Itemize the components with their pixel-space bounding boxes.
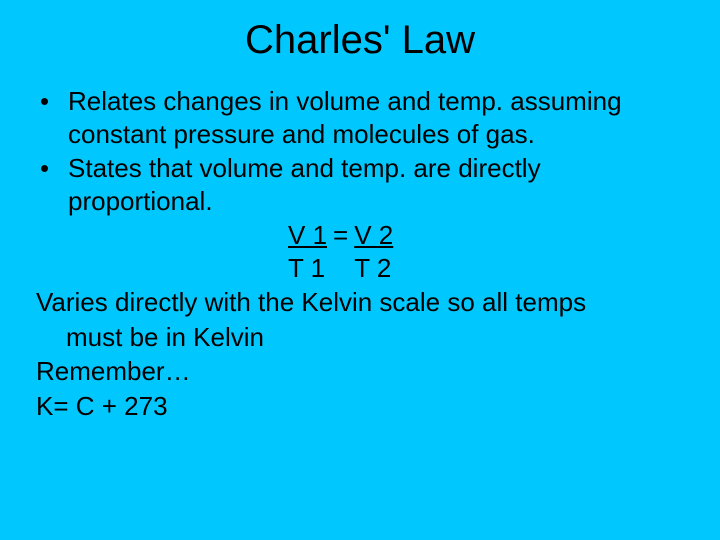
slide: Charles' Law Relates changes in volume a… [0, 0, 720, 540]
bullet-item: Relates changes in volume and temp. assu… [68, 85, 684, 150]
fraction-left: V 1 T 1 [288, 219, 327, 284]
after-equation: Varies directly with the Kelvin scale so… [36, 286, 684, 422]
kelvin-note-line1: Varies directly with the Kelvin scale so… [36, 286, 684, 319]
bullet-list: Relates changes in volume and temp. assu… [36, 85, 684, 217]
remember-label: Remember… [36, 355, 684, 388]
denominator-right: T 2 [354, 253, 391, 283]
numerator-left: V 1 [288, 220, 327, 250]
fraction-right: V 2 T 2 [354, 219, 393, 284]
equals-sign: = [327, 220, 354, 250]
equation-row: V 1 T 1 = V 2 T 2 [288, 219, 684, 284]
numerator-right: V 2 [354, 220, 393, 250]
slide-body: Relates changes in volume and temp. assu… [36, 85, 684, 422]
denominator-left: T 1 [288, 253, 325, 283]
slide-title: Charles' Law [36, 18, 684, 63]
equals-block: = [327, 219, 354, 284]
equation-block: V 1 T 1 = V 2 T 2 [36, 219, 684, 284]
kelvin-note-line2: must be in Kelvin [36, 321, 684, 354]
kelvin-formula: K= C + 273 [36, 390, 684, 423]
bullet-item: States that volume and temp. are directl… [68, 152, 684, 217]
